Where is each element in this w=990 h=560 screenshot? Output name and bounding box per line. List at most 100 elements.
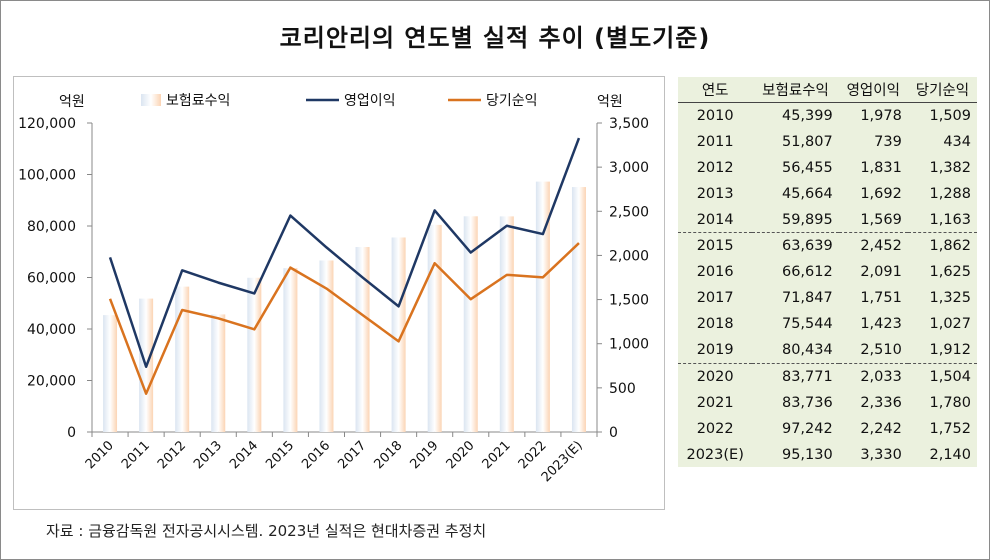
bar-premium-revenue (571, 187, 579, 432)
bar-premium-revenue (391, 237, 399, 432)
legend-label-operating-income: 영업이익 (344, 93, 396, 109)
bar-premium-revenue-shade (470, 216, 478, 432)
table-row: 2023(E) 95,130 3,330 2,140 (678, 442, 977, 468)
table-value-cell: 1,978 (860, 107, 902, 124)
y-left-tick-label: 60,000 (27, 271, 76, 287)
bar-premium-revenue-shade (182, 286, 190, 432)
legend-label-net-income: 당기순익 (486, 93, 538, 109)
legend-swatch-premium-revenue (141, 94, 151, 106)
table-value-cell: 75,544 (781, 316, 833, 333)
legend-label-premium-revenue: 보험료수익 (166, 93, 230, 109)
y-right-tick-label: 1,500 (609, 293, 649, 309)
table-value-cell: 45,399 (781, 107, 833, 124)
x-tick-label: 2018 (371, 438, 405, 472)
bar-premium-revenue (283, 268, 291, 432)
table-row: 2014 59,895 1,569 1,163 (678, 207, 977, 233)
table-year-cell: 2014 (696, 211, 734, 228)
table-header-cell: 영업이익 (838, 77, 908, 103)
x-tick-label: 2017 (335, 438, 369, 472)
combo-chart: 0 20,000 40,000 60,000 80,000 100,000 120,000 0… (18, 93, 649, 485)
table-row: 2016 66,612 2,091 1,625 (678, 259, 977, 285)
table-year-cell: 2023(E) (686, 446, 744, 463)
x-tick-label: 2021 (480, 438, 514, 472)
table-year-cell: 2019 (696, 341, 734, 358)
y-left-tick-label: 40,000 (27, 322, 76, 338)
table-value-cell: 1,692 (860, 185, 902, 202)
y-right-tick-label: 2,500 (609, 204, 649, 220)
x-tick-label: 2013 (191, 438, 225, 472)
bar-premium-revenue (139, 298, 147, 432)
table-year-cell: 2015 (678, 232, 753, 260)
legend-swatch-premium-revenue-shade (151, 94, 161, 106)
table-row: 2010 45,399 1,978 1,509 (678, 103, 977, 129)
table-value-cell: 434 (943, 133, 971, 150)
table-value-cell: 2,452 (838, 232, 908, 260)
table-value-cell: 83,771 (752, 362, 839, 390)
table-row: 2017 71,847 1,751 1,325 (678, 285, 977, 311)
bar-premium-revenue-shade (434, 224, 442, 432)
x-tick-label: 2016 (299, 438, 333, 472)
table-value-cell: 1,325 (929, 290, 971, 307)
table-row: 2020 83,771 2,033 1,504 (678, 362, 977, 390)
bar-premium-revenue (463, 216, 471, 432)
table-year-cell: 2010 (696, 107, 734, 124)
table-year-cell: 2021 (696, 394, 734, 411)
y-left-tick-label: 80,000 (27, 219, 76, 235)
table-value-cell: 97,242 (781, 420, 833, 437)
y-right-axis-label: 억원 (597, 94, 623, 110)
table-year-cell: 2012 (696, 159, 734, 176)
y-left-tick-label: 120,000 (18, 116, 76, 132)
table-value-cell: 83,736 (781, 394, 833, 411)
table-value-cell: 3,330 (860, 446, 902, 463)
bar-premium-revenue (103, 315, 111, 432)
x-tick-label: 2015 (263, 438, 297, 472)
table-value-cell: 2,510 (860, 341, 902, 358)
table-value-cell: 59,895 (781, 211, 833, 228)
bar-premium-revenue-shade (578, 187, 586, 432)
table-value-cell: 1,831 (860, 159, 902, 176)
table-value-cell: 1,912 (929, 341, 971, 358)
bar-premium-revenue-shade (146, 298, 154, 432)
table-value-cell: 63,639 (752, 232, 839, 260)
bar-premium-revenue (175, 286, 183, 432)
table-year-cell: 2020 (678, 362, 753, 390)
table-value-cell: 1,163 (929, 211, 971, 228)
table-value-cell: 51,807 (781, 133, 833, 150)
source-note: 자료 : 금융감독원 전자공시시스템. 2023년 실적은 현대차증권 추정치 (46, 522, 487, 540)
line-net-income (108, 242, 580, 395)
y-right-tick-label: 0 (609, 425, 618, 441)
table-row: 2012 56,455 1,831 1,382 (678, 155, 977, 181)
x-tick-label: 2010 (83, 438, 117, 472)
table-value-cell: 45,664 (781, 185, 833, 202)
table-year-cell: 2016 (696, 264, 734, 281)
y-right-tick-label: 500 (609, 381, 636, 397)
table-year-cell: 2017 (696, 290, 734, 307)
bar-premium-revenue-shade (218, 314, 226, 432)
bar-premium-revenue-shade (326, 260, 334, 432)
table-value-cell: 1,862 (907, 232, 977, 260)
table-row: 2022 97,242 2,242 1,752 (678, 416, 977, 442)
table-row: 2021 83,736 2,336 1,780 (678, 390, 977, 416)
bar-premium-revenue (427, 224, 435, 432)
bar-premium-revenue-shade (362, 246, 370, 432)
table-value-cell: 1,504 (907, 362, 977, 390)
chart-panel: 0 20,000 40,000 60,000 80,000 100,000 120,000 0… (13, 76, 665, 510)
data-table: 연도 보험료수익 영업이익 당기순익 2010 45,399 1,978 1,509 2011… (678, 77, 977, 468)
table-value-cell: 1,382 (929, 159, 971, 176)
x-tick-label: 2014 (227, 438, 261, 472)
table-value-cell: 2,242 (860, 420, 902, 437)
x-tick-label: 2020 (444, 438, 478, 472)
bar-premium-revenue-shade (254, 277, 262, 432)
y-right-tick-label: 1,000 (609, 337, 649, 353)
x-tick-label: 2011 (119, 438, 153, 472)
bar-premium-revenue (535, 181, 543, 432)
bar-premium-revenue-shade (506, 216, 514, 432)
table-value-cell: 1,288 (929, 185, 971, 202)
table-row: 2013 45,664 1,692 1,288 (678, 181, 977, 207)
bar-premium-revenue-shade (290, 268, 298, 432)
table-value-cell: 66,612 (781, 264, 833, 281)
table-year-cell: 2011 (696, 133, 734, 150)
table-value-cell: 1,751 (860, 290, 902, 307)
table-row: 2018 75,544 1,423 1,027 (678, 311, 977, 337)
table-year-cell: 2018 (696, 316, 734, 333)
